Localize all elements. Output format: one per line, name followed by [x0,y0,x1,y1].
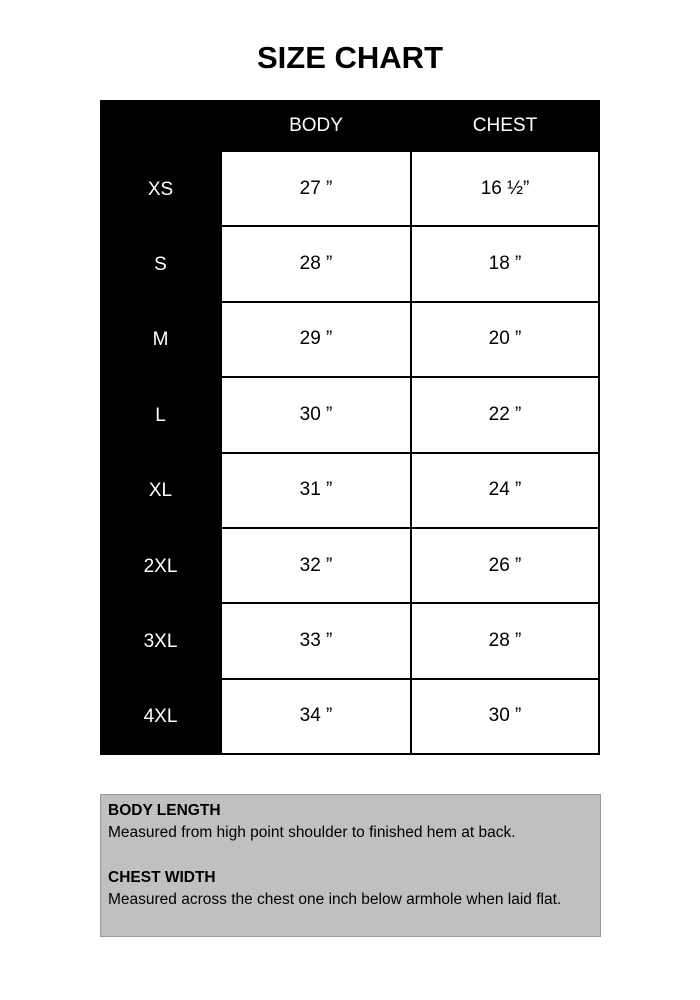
measurement-notes: BODY LENGTH Measured from high point sho… [100,794,601,937]
table-row: XL 31 ” 24 ” [100,453,600,529]
body-value: 27 ” [222,152,410,226]
chest-width-heading: CHEST WIDTH [108,869,216,886]
table-row: 3XL 33 ” 28 ” [100,604,600,679]
size-label: S [154,254,167,276]
chest-value: 18 ” [412,227,598,301]
size-label: 2XL [143,555,178,577]
body-value: 31 ” [222,453,410,527]
table-row: M 29 ” 20 ” [100,302,600,378]
header-body: BODY [289,115,343,136]
body-value: 28 ” [222,227,410,301]
size-label: 4XL [143,706,178,728]
size-label: XL [148,480,173,502]
table-row: 2XL 32 ” 26 ” [100,529,600,604]
size-label: L [155,404,166,426]
body-value: 34 ” [222,679,410,754]
table-row: L 30 ” 22 ” [100,378,600,453]
chest-value: 28 ” [412,604,598,678]
page-title: SIZE CHART [257,40,443,75]
body-length-heading: BODY LENGTH [108,802,221,819]
body-value: 30 ” [222,378,410,452]
size-table: BODY CHEST XS 27 ” 16 ½” S 28 ” 18 ” M 29 ” 20 ”… [100,100,600,755]
chest-value: 30 ” [412,679,598,754]
chest-value: 24 ” [412,453,598,527]
size-label: 3XL [143,631,178,653]
table-row: S 28 ” 18 ” [100,227,600,302]
chest-value: 16 ½” [412,152,598,226]
chest-value: 22 ” [412,378,598,452]
body-value: 33 ” [222,604,410,678]
table-row: XS 27 ” 16 ½” [100,152,600,227]
chest-value: 26 ” [412,529,598,603]
body-value: 32 ” [222,529,410,603]
chest-width-text: Measured across the chest one inch below… [108,891,562,908]
body-length-text: Measured from high point shoulder to fin… [108,824,516,841]
size-label: XS [147,178,174,200]
body-value: 29 ” [222,302,410,377]
chest-value: 20 ” [412,302,598,377]
size-label: M [152,329,169,351]
header-chest: CHEST [472,115,538,136]
table-row: 4XL 34 ” 30 ” [100,679,600,755]
